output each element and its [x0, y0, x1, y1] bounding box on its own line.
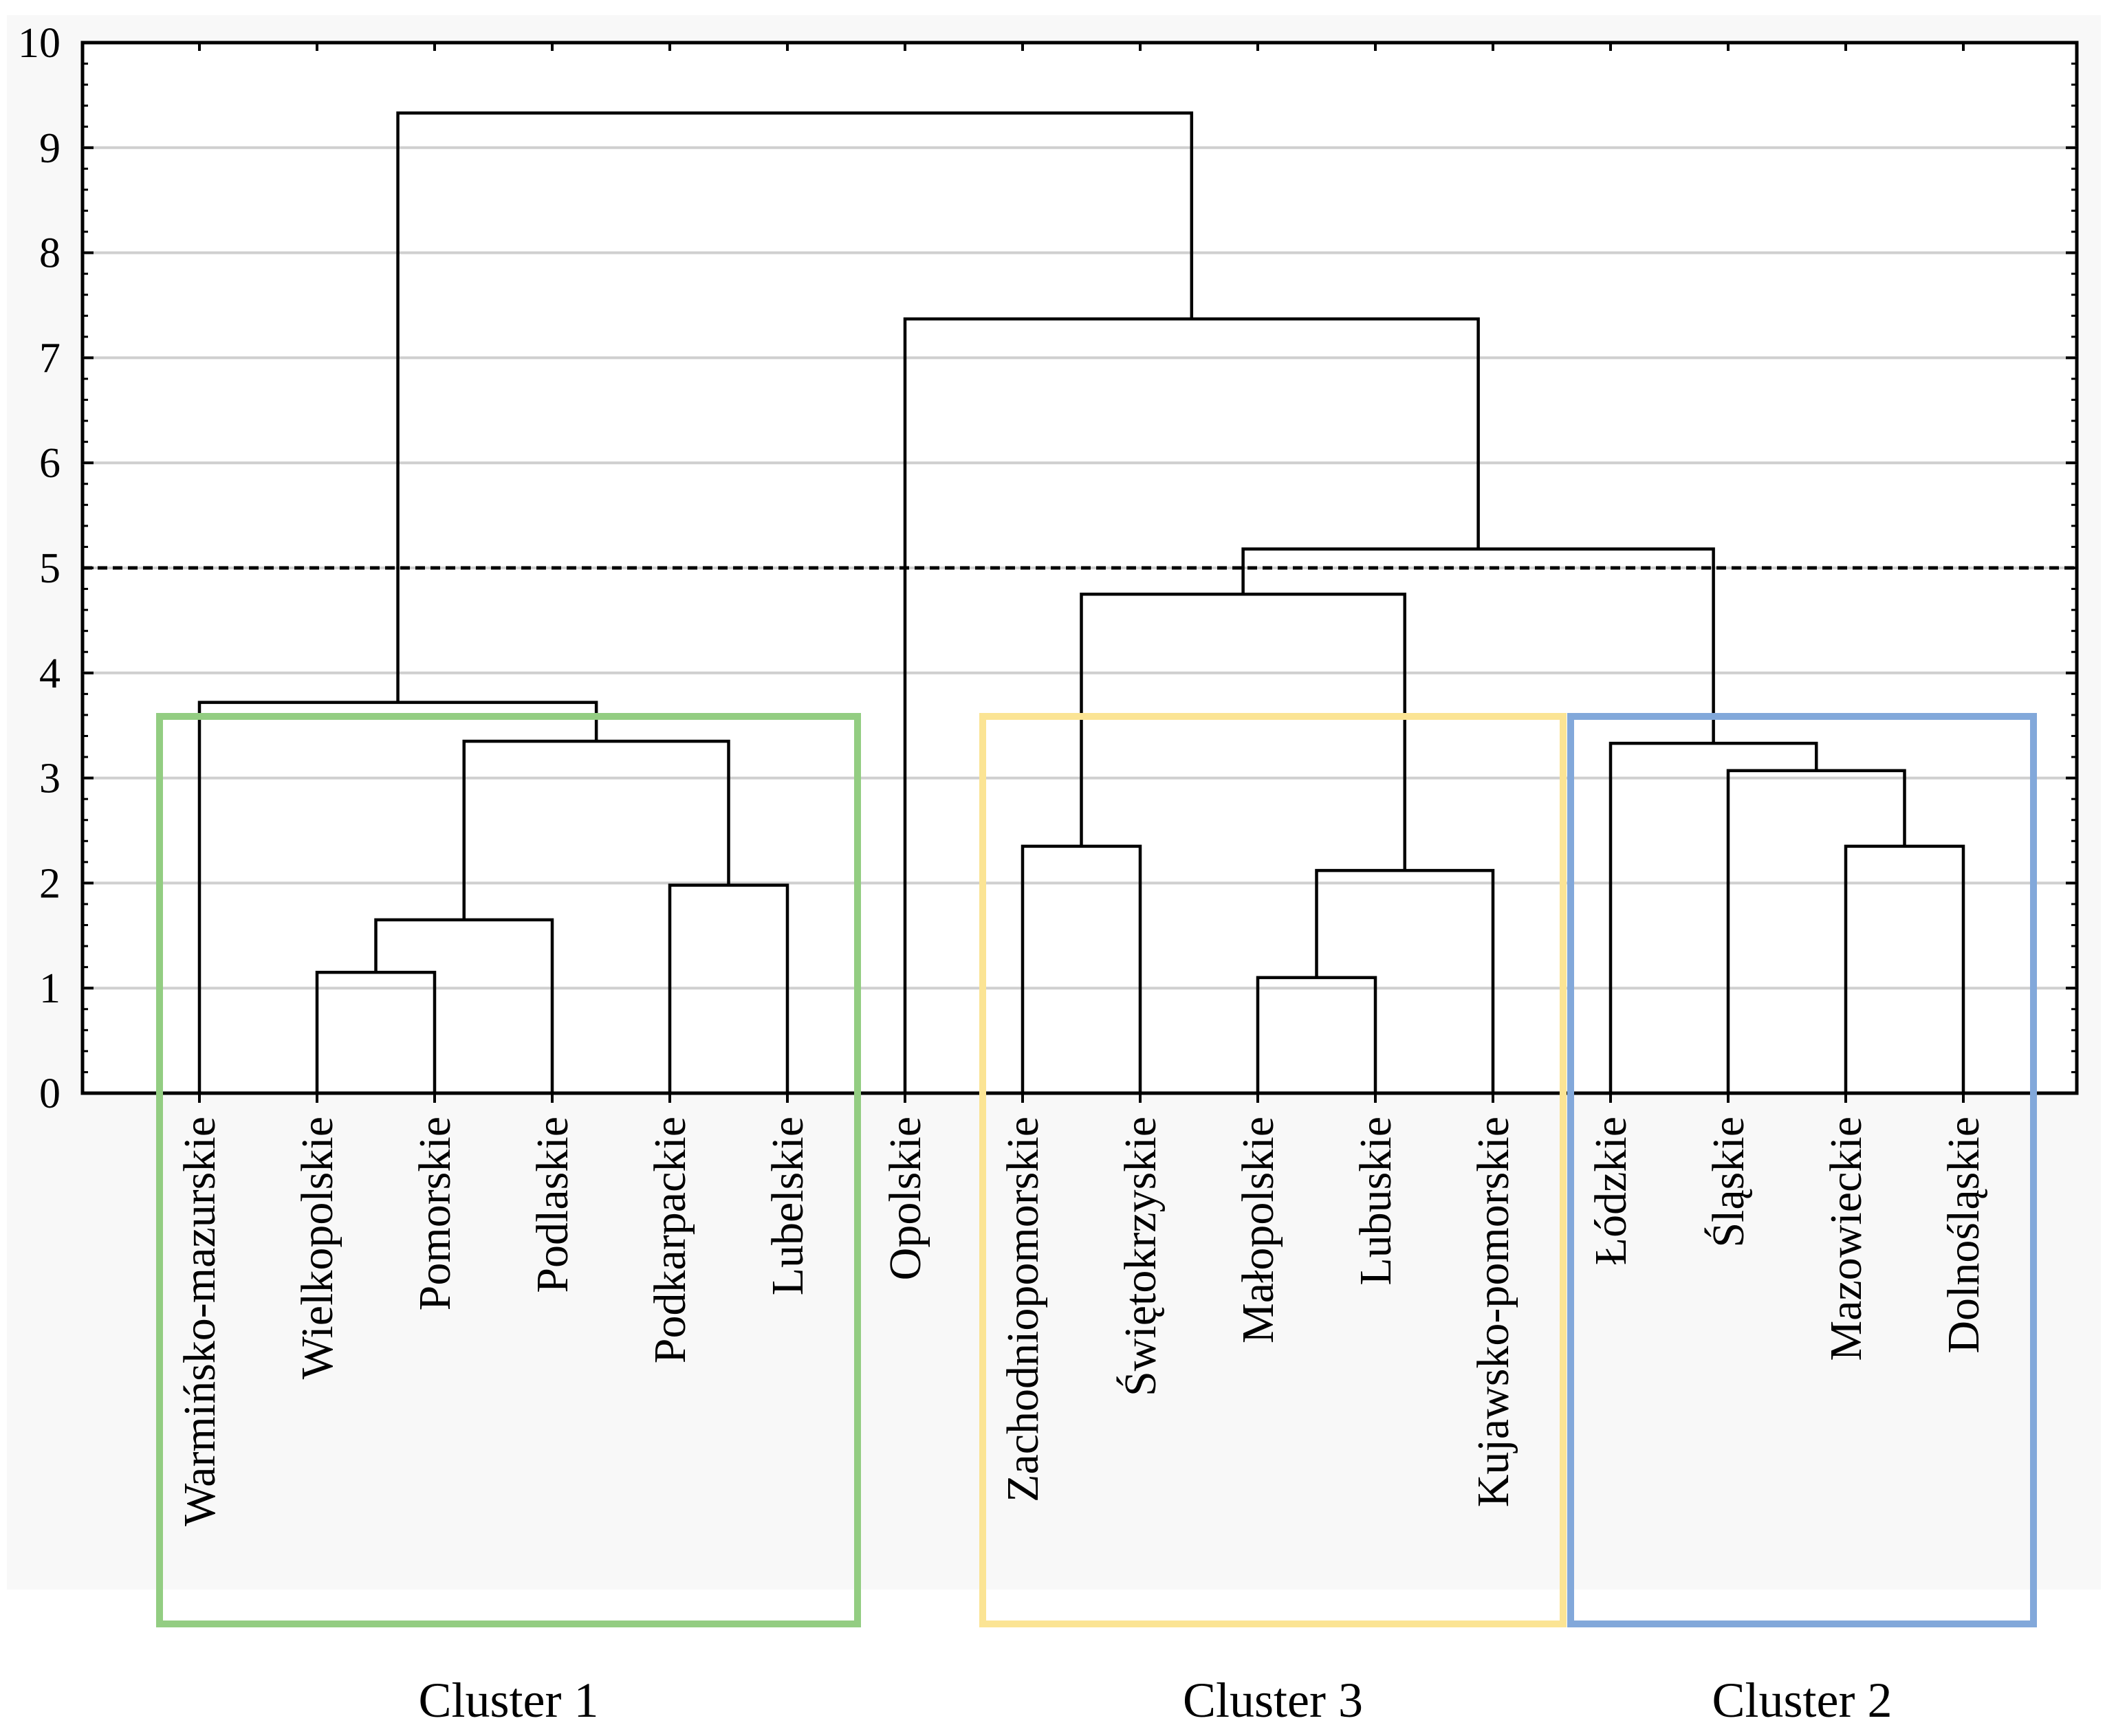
leaf-label: Opolskie — [880, 1117, 930, 1280]
dendrogram-links — [197, 111, 1965, 1093]
cluster-box — [979, 713, 1567, 1627]
leaf-label: Podkarpackie — [645, 1117, 695, 1363]
cluster-label: Cluster 1 — [419, 1673, 599, 1728]
cluster-boxes: Cluster 1 Cluster 3 Cluster 2 — [156, 713, 2037, 1728]
leaf-label: Dolnośląskie — [1939, 1117, 1989, 1354]
cluster-box — [1567, 713, 2037, 1627]
y-tick-label: 3 — [39, 756, 61, 802]
y-tick-label: 9 — [39, 125, 61, 172]
cluster-label: Cluster 3 — [1183, 1673, 1363, 1728]
leaf-label: Świętokrzyskie — [1115, 1117, 1166, 1396]
leaf-label: Lubuskie — [1351, 1117, 1401, 1286]
x-axis-ticks — [198, 43, 1965, 1103]
y-tick-label: 6 — [39, 440, 61, 487]
leaf-label: Łódzkie — [1586, 1117, 1636, 1265]
dendrogram-link — [1608, 741, 1818, 1093]
leaf-label: Kujawsko-pomorskie — [1468, 1117, 1518, 1507]
y-tick-label: 5 — [39, 545, 61, 592]
leaf-label: Wielkopolskie — [292, 1117, 342, 1379]
y-tick-label: 1 — [39, 965, 61, 1012]
y-tick-label: 7 — [39, 335, 61, 382]
leaf-label: Warmińsko-mazurskie — [175, 1117, 225, 1526]
y-tick-label: 2 — [39, 860, 61, 907]
leaf-label: Małopolskie — [1233, 1117, 1283, 1343]
cluster-label: Cluster 2 — [1712, 1673, 1893, 1728]
y-axis: 0 1 2 3 4 5 6 7 8 9 10 — [18, 20, 2077, 1117]
leaf-label: Zachodniopomorskie — [998, 1117, 1048, 1502]
y-tick-label: 0 — [39, 1070, 61, 1117]
y-tick-label: 10 — [18, 20, 61, 67]
leaf-label: Śląskie — [1703, 1117, 1754, 1248]
leaf-label: Lubelskie — [763, 1117, 813, 1295]
leaf-label: Mazowieckie — [1821, 1117, 1871, 1361]
leaf-labels: Warmińsko-mazurskie Wielkopolskie Pomorski… — [175, 1117, 1989, 1526]
y-tick-label: 8 — [39, 230, 61, 277]
cluster-box — [156, 713, 861, 1627]
leaf-label: Pomorskie — [410, 1117, 460, 1310]
y-tick-label: 4 — [39, 650, 61, 697]
leaf-label: Podlaskie — [527, 1117, 578, 1293]
grid-lines-inner — [83, 146, 2077, 990]
dendrogram-link — [668, 883, 789, 1093]
dendrogram-link — [396, 111, 1194, 703]
